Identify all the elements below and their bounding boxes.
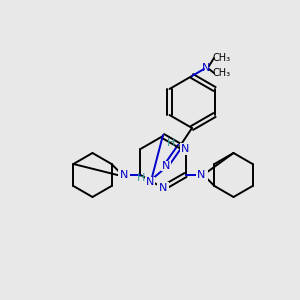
Bar bbox=[196, 169, 208, 181]
Text: N: N bbox=[146, 177, 154, 187]
Text: N: N bbox=[162, 161, 170, 171]
Text: N: N bbox=[202, 63, 210, 73]
Text: H: H bbox=[167, 138, 175, 148]
Text: CH₃: CH₃ bbox=[213, 53, 231, 63]
Bar bbox=[161, 161, 171, 171]
Text: CH₃: CH₃ bbox=[213, 68, 231, 78]
Bar bbox=[118, 169, 130, 181]
Bar bbox=[179, 143, 191, 155]
Text: N: N bbox=[181, 144, 190, 154]
Text: N: N bbox=[197, 170, 206, 180]
Bar bbox=[157, 182, 169, 194]
Text: H: H bbox=[137, 173, 145, 183]
Text: N: N bbox=[159, 183, 167, 193]
Bar bbox=[145, 177, 155, 187]
Text: N: N bbox=[120, 170, 129, 180]
